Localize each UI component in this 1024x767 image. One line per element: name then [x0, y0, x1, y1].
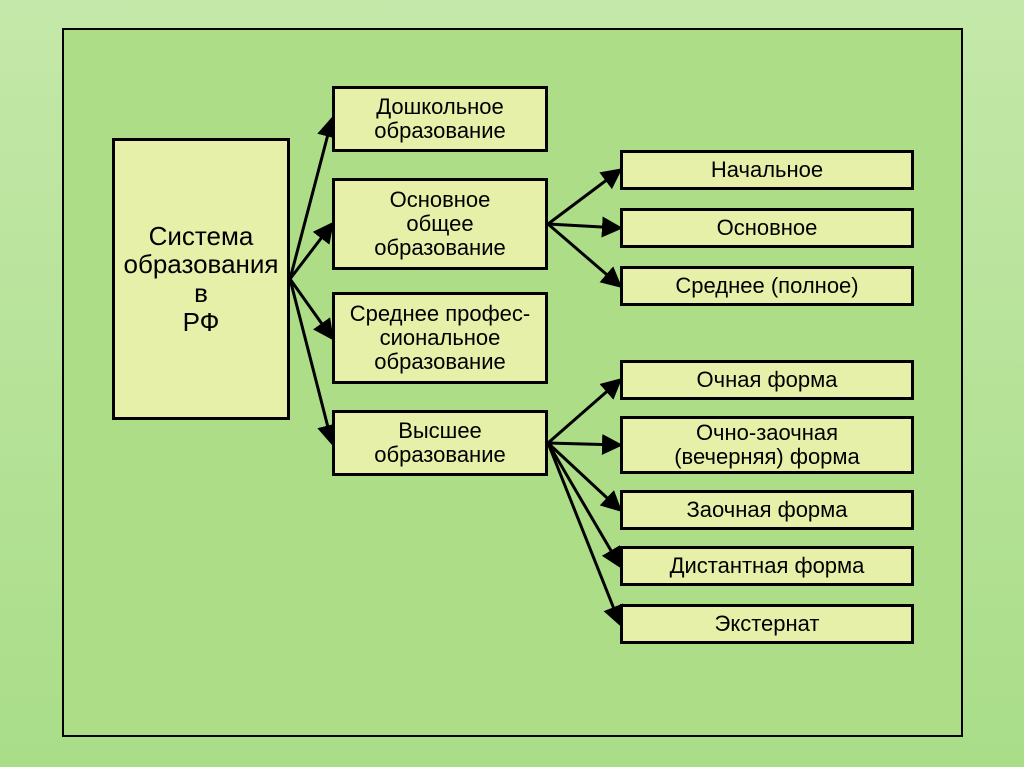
node-externship: Экстернат [620, 604, 914, 644]
node-remote-form: Дистантная форма [620, 546, 914, 586]
node-full-secondary: Среднее (полное) [620, 266, 914, 306]
node-general-education: Основноеобщееобразование [332, 178, 548, 270]
node-distance-form: Заочная форма [620, 490, 914, 530]
node-fulltime-form: Очная форма [620, 360, 914, 400]
diagram-frame: СистемаобразованиявРФ Дошкольноеобразова… [62, 28, 963, 737]
node-root: СистемаобразованиявРФ [112, 138, 290, 420]
node-preschool: Дошкольноеобразование [332, 86, 548, 152]
node-higher-education: Высшееобразование [332, 410, 548, 476]
node-evening-form: Очно-заочная(вечерняя) форма [620, 416, 914, 474]
node-basic: Основное [620, 208, 914, 248]
node-vocational: Среднее профес-сиональноеобразование [332, 292, 548, 384]
node-primary: Начальное [620, 150, 914, 190]
